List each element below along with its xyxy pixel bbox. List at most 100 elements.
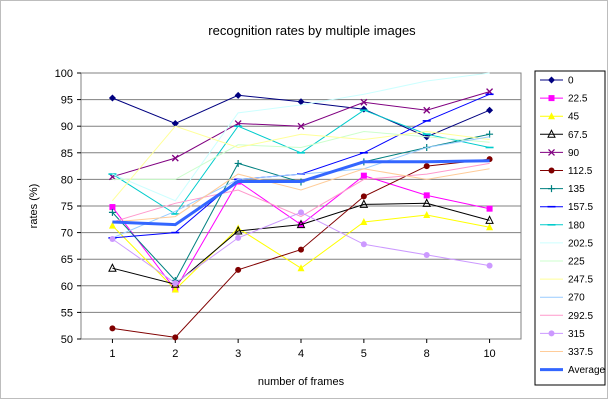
legend-label: 0: [568, 76, 574, 87]
data-point: [423, 163, 430, 170]
legend-label: 157.5: [568, 202, 593, 213]
data-point: [171, 120, 179, 128]
series-4: [108, 88, 494, 181]
legend-label: Average: [568, 365, 606, 376]
legend-entry: 0: [540, 76, 574, 87]
x-tick-label: 1: [109, 348, 115, 360]
series-line: [112, 72, 490, 202]
data-point: [234, 91, 242, 99]
series-12: [112, 136, 490, 239]
legend-entry: 292.5: [540, 311, 593, 322]
legend-entry: 315: [540, 329, 585, 340]
x-tick-label: 2: [172, 348, 178, 360]
y-tick-label: 60: [61, 281, 73, 293]
legend: [534, 70, 606, 386]
legend-entry: 67.5: [540, 129, 588, 141]
legend-label: 315: [568, 329, 585, 340]
data-point: [109, 235, 116, 242]
data-point: [235, 234, 242, 241]
data-point: [486, 262, 493, 269]
legend-label: 112.5: [568, 166, 593, 177]
y-axis-label: rates (%): [28, 184, 40, 229]
legend-entry: 180: [540, 220, 585, 231]
data-point: [423, 211, 431, 219]
data-point: [297, 264, 305, 272]
legend-label: 225: [568, 257, 585, 268]
y-tick-label: 90: [61, 121, 73, 133]
x-tick-label: 10: [483, 348, 495, 360]
legend-label: 90: [568, 148, 580, 159]
series-line: [112, 130, 490, 180]
legend-entry: 22.5: [540, 94, 588, 105]
data-point: [235, 266, 242, 273]
x-axis-ticks: 1 2 3 4 5 8 10: [109, 339, 496, 360]
legend-label: 45: [568, 112, 580, 123]
series-line: [112, 168, 490, 223]
data-point: [108, 263, 117, 272]
series-8: [108, 109, 494, 215]
data-point: [548, 185, 555, 193]
y-tick-label: 100: [55, 68, 73, 80]
data-point: [108, 221, 116, 229]
data-point: [360, 241, 367, 248]
y-axis-ticks: 50 55 60 65 70 75 80 85 90 95 100: [55, 68, 81, 346]
legend-label: 202.5: [568, 238, 593, 249]
legend-label: 247.5: [568, 275, 593, 286]
legend-label: 337.5: [568, 347, 593, 358]
legend-label: 135: [568, 184, 585, 195]
series-5: [109, 156, 493, 341]
data-point: [172, 334, 179, 341]
data-point: [298, 209, 304, 216]
legend-entry: 157.5: [540, 202, 593, 213]
series-11: [112, 125, 490, 202]
data-point: [360, 193, 367, 200]
legend-entry: 270: [540, 293, 585, 304]
legend-entry: Average: [540, 365, 606, 376]
data-point: [359, 199, 369, 208]
legend-entry: 202.5: [540, 238, 593, 249]
x-axis-label: number of frames: [258, 376, 345, 388]
x-tick-label: 4: [298, 348, 304, 360]
legend-entry: 112.5: [540, 166, 593, 177]
data-point: [423, 251, 430, 258]
y-tick-label: 65: [61, 254, 73, 266]
data-point: [548, 95, 555, 102]
series-16: [112, 159, 490, 227]
series-line: [112, 125, 490, 202]
legend-entries: 0 22.5 45 67.5 90 112.5 135 157.5 180 202.5 225 247…: [540, 76, 606, 376]
data-point: [548, 112, 555, 120]
legend-entry: 225: [540, 257, 585, 268]
legend-label: 292.5: [568, 311, 593, 322]
data-point: [548, 167, 555, 174]
legend-label: 180: [568, 220, 585, 231]
legend-entry: 247.5: [540, 275, 593, 286]
series-layer: [108, 72, 494, 341]
data-point: [486, 106, 494, 114]
data-point: [109, 325, 116, 332]
data-point: [171, 154, 179, 162]
data-point: [486, 205, 493, 212]
data-point: [298, 246, 304, 253]
data-point: [422, 198, 432, 207]
data-point: [486, 223, 494, 231]
y-tick-label: 85: [61, 148, 73, 160]
data-point: [423, 192, 430, 199]
series-14: [109, 209, 493, 287]
legend-entry: 337.5: [540, 347, 593, 358]
series-10: [112, 130, 490, 180]
data-point: [548, 330, 555, 337]
legend-label: 270: [568, 293, 585, 304]
series-line: [112, 162, 490, 223]
data-point: [486, 130, 494, 138]
y-tick-label: 70: [61, 228, 73, 240]
y-tick-label: 95: [61, 95, 73, 107]
data-point: [548, 76, 555, 84]
data-point: [233, 225, 243, 235]
y-tick-label: 80: [61, 174, 73, 186]
data-point: [485, 215, 494, 224]
y-tick-label: 75: [61, 201, 73, 213]
data-point: [548, 148, 555, 156]
data-point: [297, 98, 305, 106]
